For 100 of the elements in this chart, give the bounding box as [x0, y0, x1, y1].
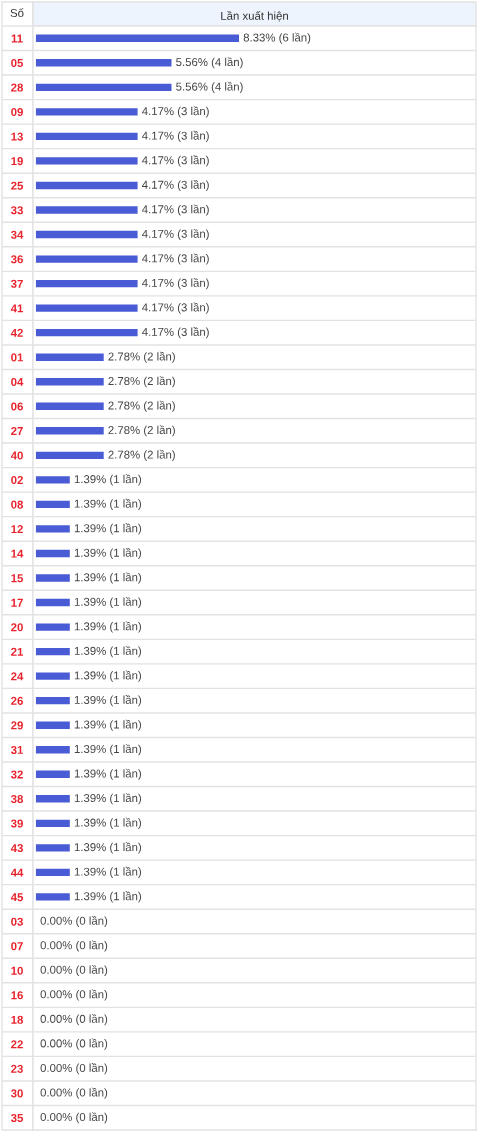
data-label: 0.00% (0 lần) — [40, 1087, 108, 1099]
bar — [35, 108, 138, 116]
data-label: 5.56% (4 lần) — [176, 81, 243, 93]
bar — [35, 672, 70, 680]
bar — [35, 868, 70, 877]
data-label: 4.17% (3 lần) — [142, 253, 209, 265]
y-tick-label: 09 — [11, 108, 23, 117]
y-tick-label: 29 — [11, 721, 23, 730]
data-label: 1.39% (1 lần) — [74, 547, 142, 560]
bar — [35, 696, 70, 705]
data-label: 1.39% (1 lần) — [74, 866, 142, 878]
data-label: 2.78% (2 lần) — [108, 425, 175, 437]
y-tick-label: 45 — [10, 893, 24, 902]
y-tick-label: 24 — [11, 672, 24, 681]
y-tick-label: 28 — [11, 83, 24, 92]
y-tick-label: 19 — [11, 157, 23, 166]
bar — [35, 206, 138, 214]
y-tick-label: 31 — [10, 745, 24, 754]
data-label: 1.39% (1 lần) — [74, 817, 142, 829]
bar — [35, 279, 138, 288]
y-tick-label: 08 — [11, 500, 24, 509]
bar — [35, 378, 104, 386]
bar — [35, 549, 70, 558]
bar — [35, 451, 104, 460]
y-tick-label: 41 — [10, 304, 24, 313]
data-label: 0.00% (0 lần) — [40, 1063, 108, 1075]
bar — [35, 476, 70, 484]
bar — [35, 83, 172, 92]
data-label: 0.00% (0 lần) — [40, 989, 108, 1001]
y-tick-label: 37 — [10, 279, 23, 288]
data-label: 4.17% (3 lần) — [142, 278, 209, 290]
y-tick-label: 39 — [10, 819, 23, 828]
y-tick-label: 04 — [11, 377, 24, 386]
y-tick-label: 40 — [10, 451, 23, 460]
bar — [35, 304, 138, 312]
data-label: 2.78% (2 lần) — [108, 376, 175, 388]
data-label: 1.39% (1 lần) — [74, 695, 142, 707]
y-tick-label: 30 — [10, 1089, 23, 1098]
data-label: 0.00% (0 lần) — [40, 964, 108, 977]
y-tick-label: 20 — [11, 623, 23, 632]
bar — [35, 721, 70, 729]
y-tick-label: 22 — [11, 1040, 23, 1049]
y-tick-label: 13 — [11, 132, 23, 141]
y-tick-label: 25 — [11, 181, 24, 190]
data-label: 1.39% (1 lần) — [74, 793, 142, 805]
bar — [35, 795, 70, 803]
data-label: 4.17% (3 lần) — [142, 204, 209, 216]
data-label: 0.00% (0 lần) — [40, 1038, 108, 1050]
bar — [35, 893, 70, 901]
bar — [35, 746, 70, 754]
data-label: 1.39% (1 lần) — [74, 768, 142, 780]
y-tick-label: 12 — [11, 525, 23, 534]
y-tick-label: 01 — [11, 353, 24, 362]
data-label: 2.78% (2 lần) — [108, 351, 175, 363]
bar — [35, 353, 104, 361]
y-tick-label: 35 — [10, 1113, 24, 1122]
bar — [35, 157, 138, 165]
data-label: 1.39% (1 lần) — [74, 744, 142, 756]
bar — [35, 181, 138, 190]
bar — [35, 427, 104, 435]
y-tick-label: 15 — [11, 574, 24, 583]
data-label: 1.39% (1 lần) — [74, 646, 142, 658]
y-tick-label: 21 — [11, 647, 24, 656]
y-tick-label: 14 — [11, 549, 24, 558]
data-label: 1.39% (1 lần) — [74, 474, 142, 486]
y-tick-label: 43 — [10, 844, 23, 853]
x-axis-title: Lần xuất hiện — [221, 11, 288, 22]
y-tick-label: 17 — [11, 598, 23, 607]
y-tick-label: 32 — [10, 770, 23, 779]
data-label: 8.33% (6 lần) — [243, 32, 311, 44]
y-tick-label: 03 — [11, 917, 23, 926]
bar — [35, 525, 70, 533]
bar — [35, 574, 70, 582]
data-label: 0.00% (0 lần) — [40, 1112, 108, 1124]
bar — [35, 647, 70, 656]
data-label: 1.39% (1 lần) — [74, 621, 142, 633]
bar — [35, 132, 138, 141]
y-tick-label: 34 — [10, 230, 24, 239]
data-label: 0.00% (0 lần) — [40, 1014, 108, 1026]
data-label: 1.39% (1 lần) — [74, 719, 142, 731]
y-tick-label: 10 — [11, 966, 23, 975]
data-label: 5.56% (4 lần) — [176, 57, 243, 69]
data-label: 4.17% (3 lần) — [142, 228, 209, 241]
data-label: 1.39% (1 lần) — [74, 842, 142, 854]
y-tick-label: 26 — [11, 696, 23, 705]
bar — [35, 255, 138, 263]
data-label: 1.39% (1 lần) — [74, 670, 142, 682]
y-tick-label: 06 — [11, 402, 23, 411]
data-label: 1.39% (1 lần) — [74, 498, 142, 510]
data-label: 4.17% (3 lần) — [142, 106, 209, 118]
bar — [35, 598, 70, 607]
data-label: 4.17% (3 lần) — [142, 302, 209, 314]
data-label: 2.78% (2 lần) — [108, 449, 175, 461]
bar — [35, 328, 138, 337]
y-tick-label: 42 — [10, 328, 23, 337]
bar — [35, 59, 172, 67]
y-tick-label: 23 — [11, 1064, 23, 1073]
bar — [35, 34, 240, 42]
y-tick-label: 27 — [11, 426, 23, 435]
y-tick-label: 02 — [11, 476, 23, 485]
